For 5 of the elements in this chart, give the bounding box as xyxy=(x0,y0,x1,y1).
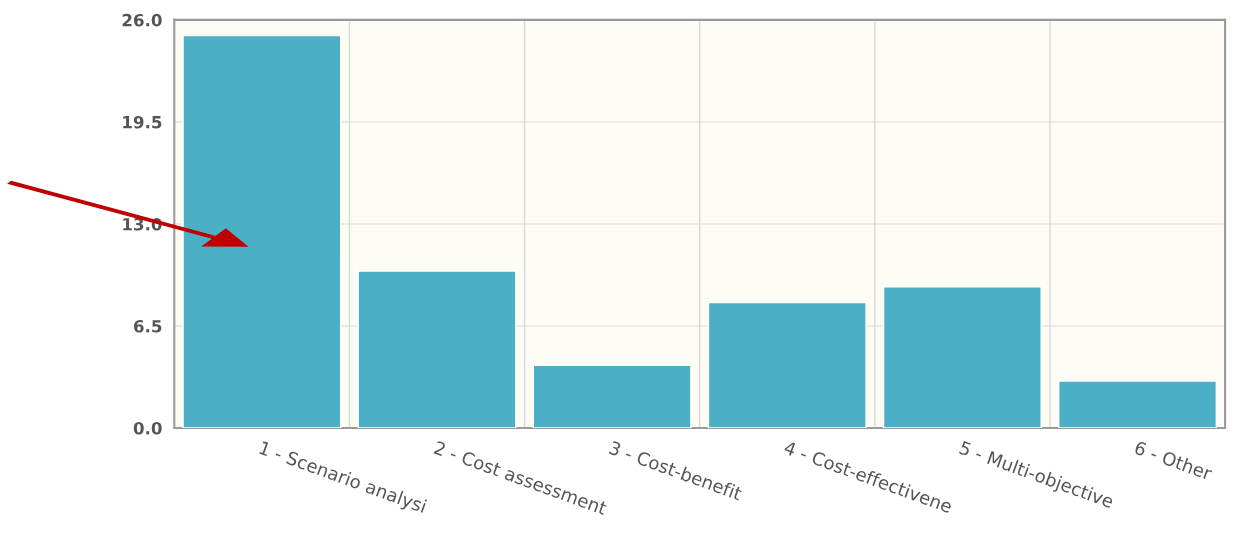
y-tick-label: 0.0 xyxy=(133,421,162,435)
y-tick-label: 19.5 xyxy=(123,115,162,129)
x-tick-label: 6 - Other xyxy=(1133,440,1214,481)
y-tick-label: 26.0 xyxy=(122,13,162,27)
y-tick-label: 6.5 xyxy=(134,319,162,333)
